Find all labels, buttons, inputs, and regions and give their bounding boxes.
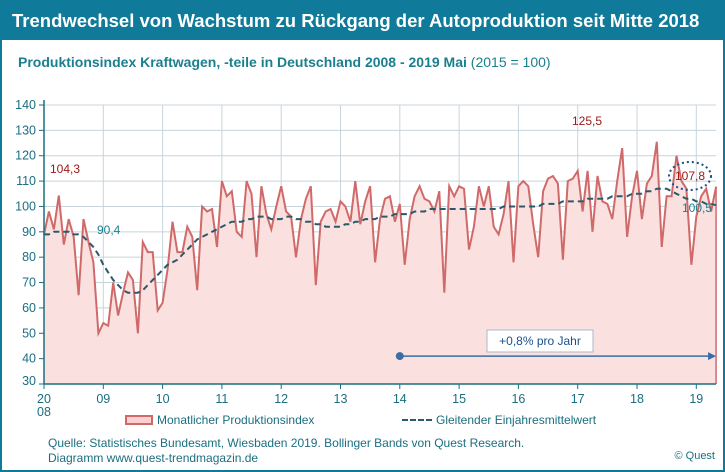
arrow-head-icon: [708, 352, 717, 361]
legend-monthly-label: Monatlicher Produktionsindex: [157, 413, 315, 427]
annotation-peak: 125,5: [572, 114, 602, 128]
y-tick-label: 60: [22, 301, 36, 315]
x-tick-label: 10: [156, 392, 170, 406]
annotation-last-value: 107,8: [675, 169, 705, 183]
annotation-last-trend: 100,5: [682, 201, 712, 215]
x-tick-label: 16: [511, 392, 525, 406]
y-tick-label: 100: [15, 199, 36, 213]
trend-label: +0,8% pro Jahr: [499, 334, 581, 348]
highlight-circle: [668, 161, 712, 191]
y-tick-label: 90: [22, 225, 36, 239]
y-tick-label: 70: [22, 276, 36, 290]
legend-trend-swatch: [402, 419, 432, 421]
x-tick-label: 15: [452, 392, 466, 406]
x-tick-label: 12: [274, 392, 288, 406]
subtitle-main: Produktionsindex Kraftwagen, -teile in D…: [18, 54, 467, 70]
copyright: © Quest: [674, 450, 715, 462]
monthly-line: [43, 141, 718, 338]
y-tick-label: 40: [22, 352, 36, 366]
y-tick-label: 130: [15, 123, 36, 137]
x-tick-label: 19: [689, 392, 703, 406]
y-tick-label: 140: [15, 98, 36, 112]
annotation-first-high: 104,3: [50, 162, 80, 176]
annotation-trend-2009: 90,4: [97, 223, 121, 237]
chart-subtitle: Produktionsindex Kraftwagen, -teile in D…: [18, 54, 551, 70]
x-tick-label: 20: [37, 392, 51, 406]
x-tick-label: 18: [630, 392, 644, 406]
monthly-area: [44, 141, 717, 384]
y-tick-label: 120: [15, 149, 36, 163]
legend-monthly: Monatlicher Produktionsindex: [125, 413, 314, 427]
legend-trend-label: Gleitender Einjahresmittelwert: [436, 413, 597, 427]
y-tick-label: 30: [22, 374, 36, 388]
x-tick-label-2: 08: [37, 405, 51, 419]
chart-title: Trendwechsel von Wachstum zu Rückgang de…: [2, 2, 723, 40]
x-tick-label: 14: [393, 392, 407, 406]
y-tick-label: 110: [16, 174, 36, 188]
x-tick-label: 17: [571, 392, 585, 406]
source-text: Quelle: Statistisches Bundesamt, Wiesbad…: [48, 436, 525, 450]
trend-label-box: [486, 329, 594, 353]
y-tick-label: 50: [22, 326, 36, 340]
x-tick-label: 11: [215, 392, 228, 406]
legend-trend: Gleitender Einjahresmittelwert: [402, 413, 596, 427]
subtitle-base: (2015 = 100): [470, 54, 551, 70]
diagram-link: Diagramm www.quest-trendmagazin.de: [48, 451, 259, 465]
x-tick-label: 13: [334, 392, 348, 406]
x-tick-label: 09: [96, 392, 110, 406]
y-tick-label: 80: [22, 250, 36, 264]
legend-monthly-swatch: [125, 415, 153, 425]
